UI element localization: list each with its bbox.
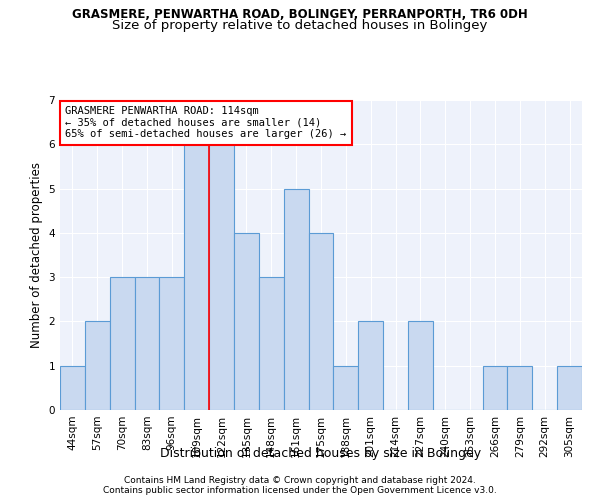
Text: Contains public sector information licensed under the Open Government Licence v3: Contains public sector information licen… xyxy=(103,486,497,495)
Bar xyxy=(209,144,234,410)
Bar xyxy=(482,366,508,410)
Bar xyxy=(134,277,160,410)
Bar xyxy=(308,233,334,410)
Text: GRASMERE PENWARTHA ROAD: 114sqm
← 35% of detached houses are smaller (14)
65% of: GRASMERE PENWARTHA ROAD: 114sqm ← 35% of… xyxy=(65,106,346,140)
Bar xyxy=(508,366,532,410)
Bar xyxy=(334,366,358,410)
Bar xyxy=(60,366,85,410)
Bar xyxy=(259,277,284,410)
Bar xyxy=(110,277,134,410)
Bar xyxy=(160,277,184,410)
Bar xyxy=(234,233,259,410)
Bar xyxy=(184,144,209,410)
Bar xyxy=(557,366,582,410)
Bar xyxy=(358,322,383,410)
Text: Size of property relative to detached houses in Bolingey: Size of property relative to detached ho… xyxy=(112,19,488,32)
Bar xyxy=(408,322,433,410)
Text: Distribution of detached houses by size in Bolingey: Distribution of detached houses by size … xyxy=(160,448,482,460)
Bar xyxy=(85,322,110,410)
Bar xyxy=(284,188,308,410)
Text: GRASMERE, PENWARTHA ROAD, BOLINGEY, PERRANPORTH, TR6 0DH: GRASMERE, PENWARTHA ROAD, BOLINGEY, PERR… xyxy=(72,8,528,20)
Text: Contains HM Land Registry data © Crown copyright and database right 2024.: Contains HM Land Registry data © Crown c… xyxy=(124,476,476,485)
Y-axis label: Number of detached properties: Number of detached properties xyxy=(30,162,43,348)
